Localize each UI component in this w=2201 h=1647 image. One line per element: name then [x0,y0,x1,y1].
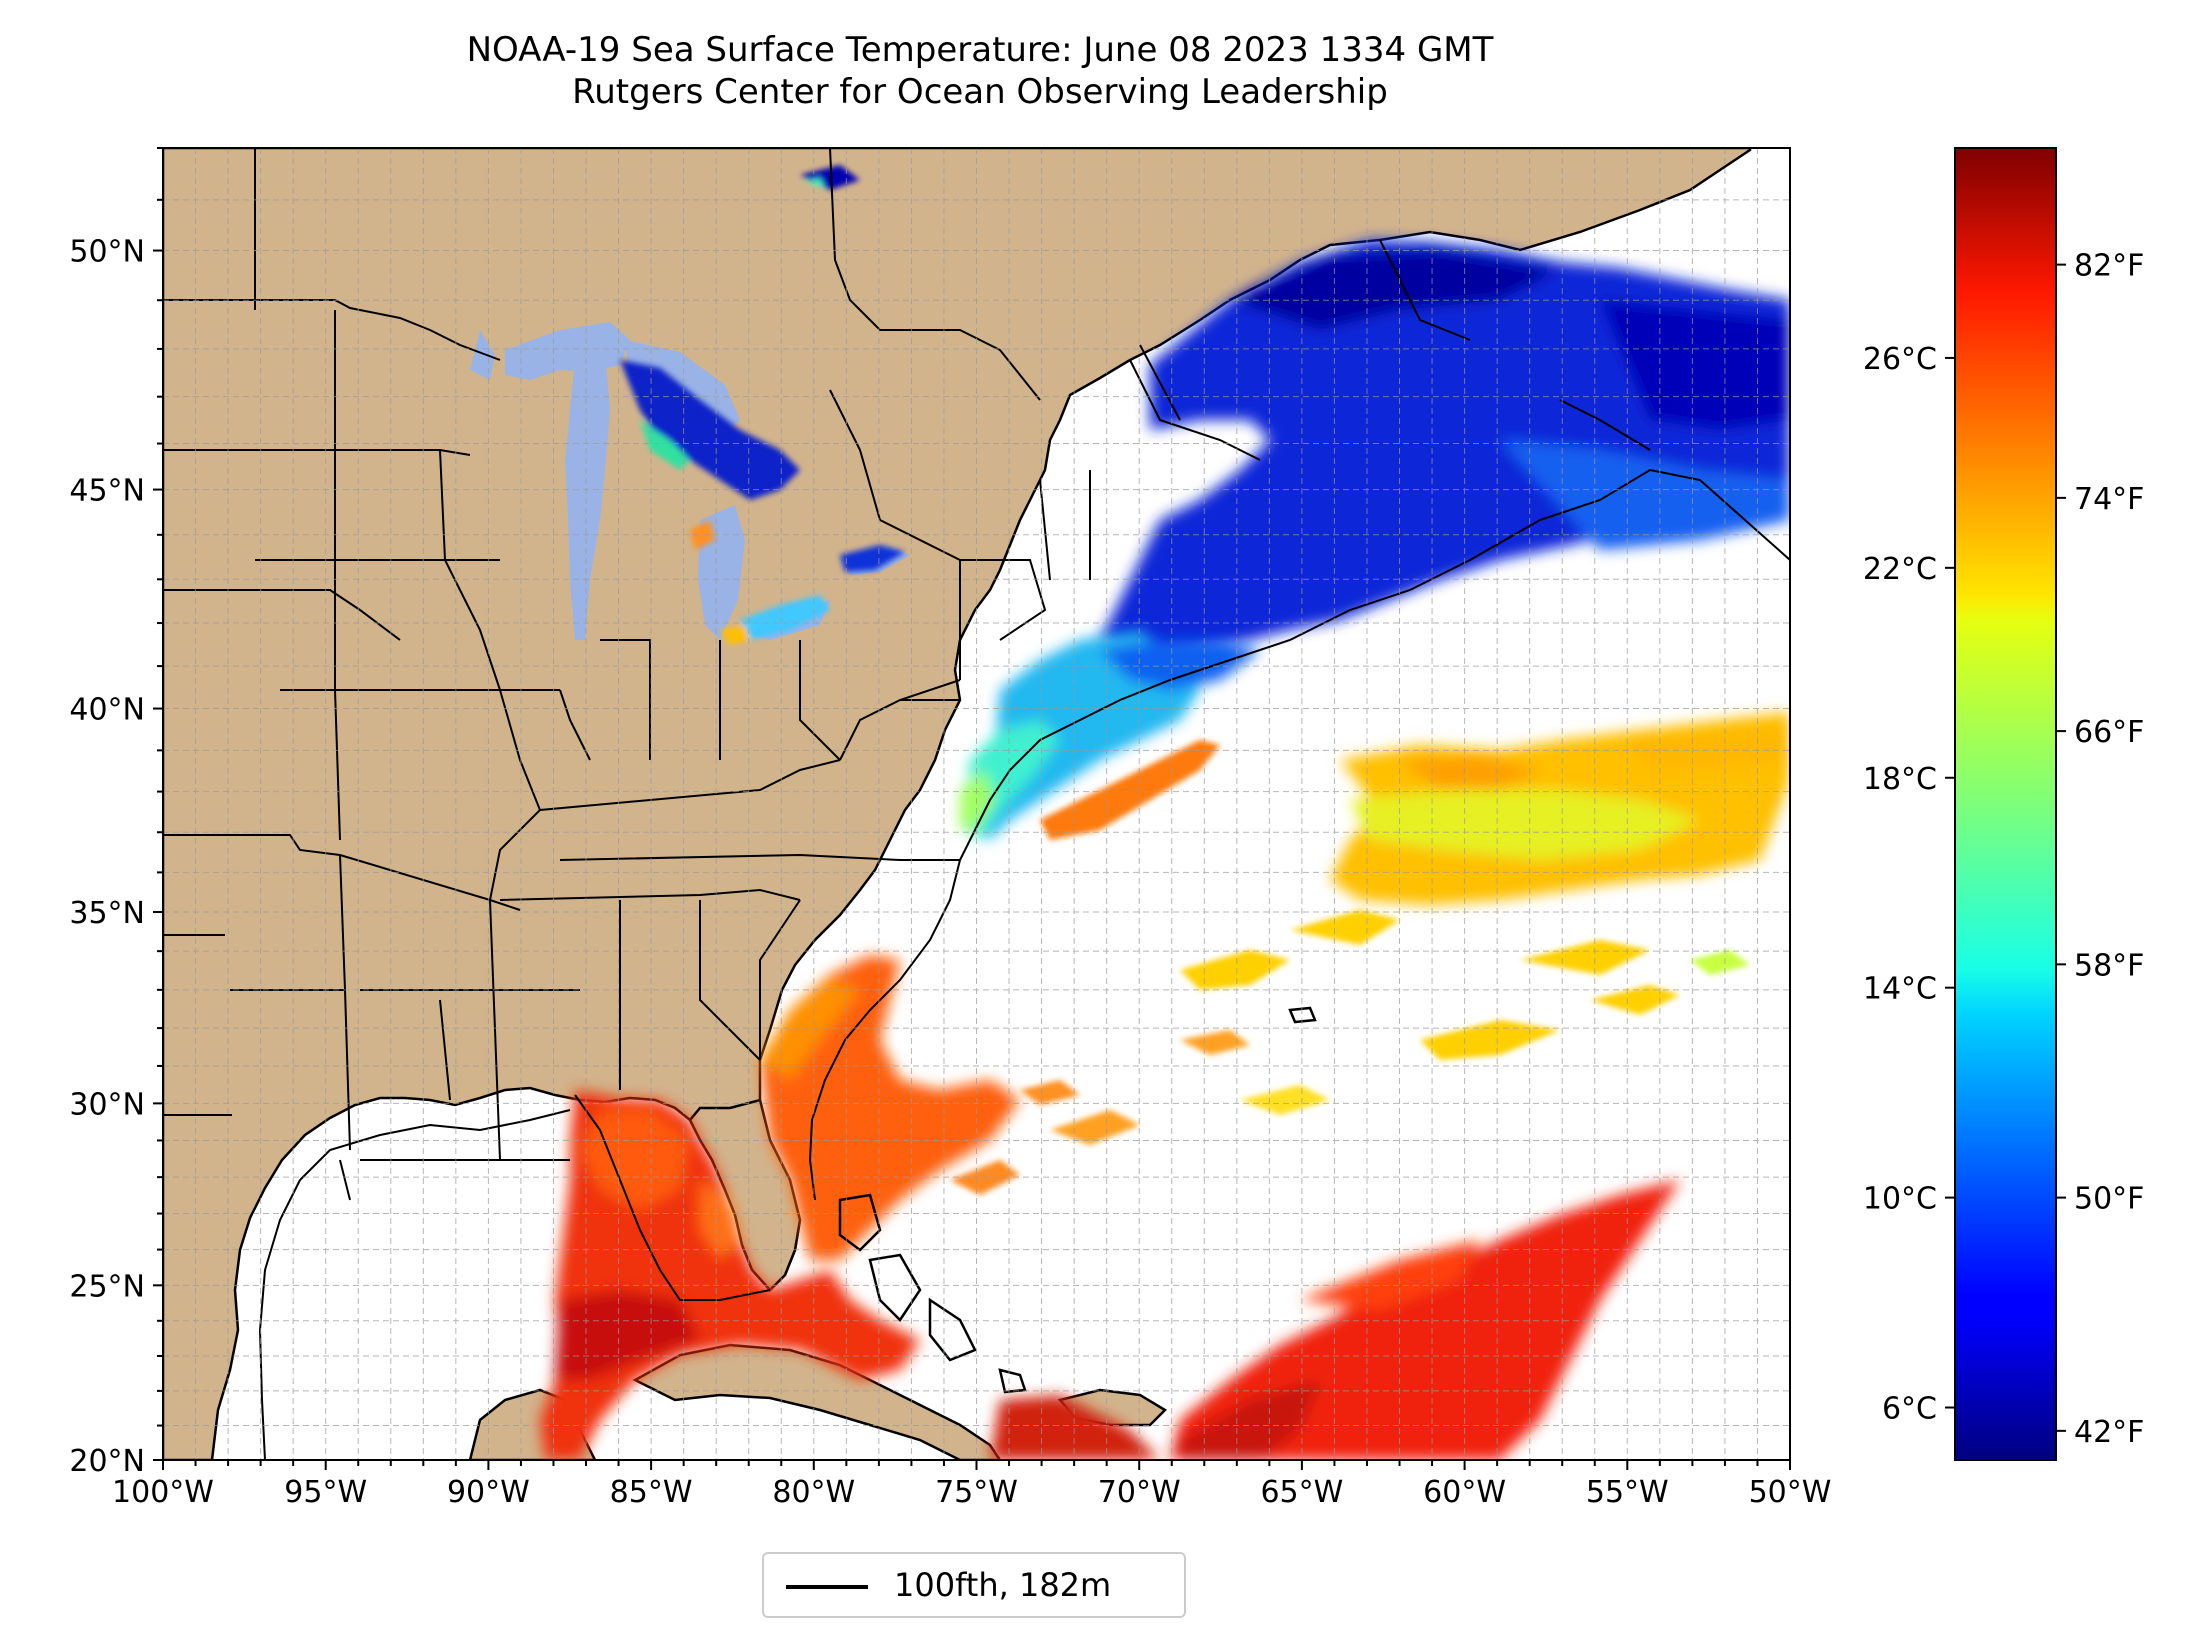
fahrenheit-tick-label: 74°F [2074,482,2144,517]
lat-tick-label: 25°N [69,1269,145,1304]
legend-isobath-label: 100fth, 182m [894,1566,1112,1604]
sst-scattered-patches [950,910,1750,1195]
fahrenheit-tick-label: 66°F [2074,715,2144,750]
sst-lake-ontario [840,545,905,572]
sst-north-cold [1100,240,1790,660]
celsius-tick-label: 14°C [1863,972,1937,1007]
lat-tick-label: 20°N [69,1444,145,1479]
fahrenheit-tick-label: 42°F [2074,1415,2144,1450]
sst-lake-huron [620,360,800,500]
celsius-tick-label: 6°C [1882,1392,1937,1427]
lat-tick-label: 35°N [69,896,145,931]
lat-tick-label: 45°N [69,474,145,509]
lon-tick-label: 80°W [772,1475,855,1510]
colorbar [1954,147,2057,1461]
fahrenheit-tick-label: 58°F [2074,948,2144,983]
lon-tick-label: 85°W [610,1475,693,1510]
lon-tick-label: 55°W [1586,1475,1669,1510]
land-north-america [163,148,1752,1460]
graticule [162,147,1791,1461]
lon-tick-label: 50°W [1749,1475,1832,1510]
legend-isobath-swatch [786,1585,868,1589]
celsius-tick-label: 18°C [1863,762,1937,797]
lat-tick-label: 50°N [69,235,145,270]
lat-tick-label: 30°N [69,1087,145,1122]
lon-tick-label: 100°W [112,1475,214,1510]
sst-lake-erie [740,595,830,640]
lon-tick-label: 90°W [447,1475,530,1510]
celsius-tick-label: 26°C [1863,342,1937,377]
lon-tick-label: 70°W [1098,1475,1181,1510]
lon-tick-label: 65°W [1260,1475,1343,1510]
isobath-100fth [258,399,1790,1460]
bahamas [838,1006,1317,1394]
sst-gulf-stream [1040,740,1220,840]
legend: 100fth, 182m [762,1552,1186,1618]
lat-tick-label: 40°N [69,693,145,728]
lon-tick-label: 60°W [1423,1475,1506,1510]
celsius-tick-label: 22°C [1863,552,1937,587]
fahrenheit-tick-label: 50°F [2074,1182,2144,1217]
fahrenheit-tick-label: 82°F [2074,249,2144,284]
lon-tick-label: 75°W [935,1475,1018,1510]
lon-tick-label: 95°W [284,1475,367,1510]
map-title: NOAA-19 Sea Surface Temperature: June 08… [466,30,1494,70]
celsius-tick-label: 10°C [1863,1182,1937,1217]
map-subtitle: Rutgers Center for Ocean Observing Leade… [572,72,1388,112]
